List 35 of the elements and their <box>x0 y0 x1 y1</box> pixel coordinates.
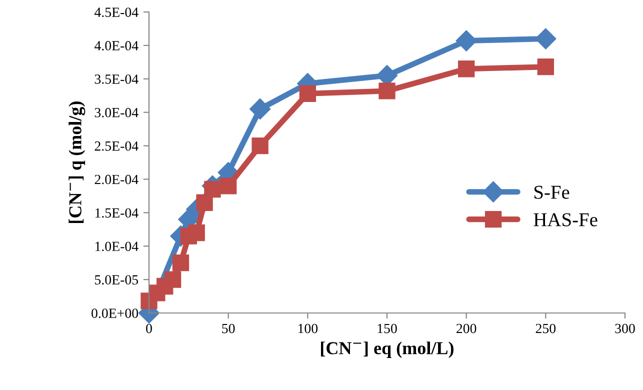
y-tick-label: 2.5E-04 <box>94 141 138 151</box>
point <box>188 224 205 242</box>
point <box>299 85 316 102</box>
point <box>204 180 221 198</box>
point <box>252 137 268 154</box>
point <box>456 30 477 52</box>
point <box>535 28 556 50</box>
x-axis-title: [CN$^{−}$] eq (mol/L) <box>320 342 454 358</box>
point <box>378 82 396 100</box>
y-tick-label: 0.0E+00 <box>92 308 138 318</box>
point <box>164 271 182 288</box>
x-tick-label: 300 <box>615 324 635 334</box>
y-tick-label: 3.0E-04 <box>94 108 138 118</box>
y-tick-label: 5.0E-05 <box>95 275 138 285</box>
x-tick-label: 200 <box>456 324 476 334</box>
point <box>196 194 213 211</box>
y-tick-label: 2.0E-04 <box>94 174 138 184</box>
x-tick-label: 250 <box>536 324 556 334</box>
legend-label: S-Fe <box>534 186 570 199</box>
y-tick-label: 1.5E-04 <box>95 208 138 218</box>
x-tick-label: 150 <box>378 324 397 334</box>
point <box>250 98 271 120</box>
point <box>172 254 190 272</box>
y-tick-label: 3.5E-04 <box>94 74 138 84</box>
point <box>220 178 237 194</box>
x-tick-label: 50 <box>222 324 235 334</box>
point <box>537 58 554 76</box>
point <box>458 60 475 78</box>
legend-label: HAS-Fe <box>534 213 598 226</box>
y-tick-label: 4.5E-04 <box>94 8 138 18</box>
x-tick-label: 0 <box>146 324 152 334</box>
y-tick-label: 1.0E-04 <box>95 242 138 252</box>
x-tick-label: 100 <box>298 324 318 334</box>
y-axis-title: [CN$^{−}$] q (mol/g) <box>68 102 86 223</box>
y-tick-label: 4.0E-04 <box>94 41 138 50</box>
